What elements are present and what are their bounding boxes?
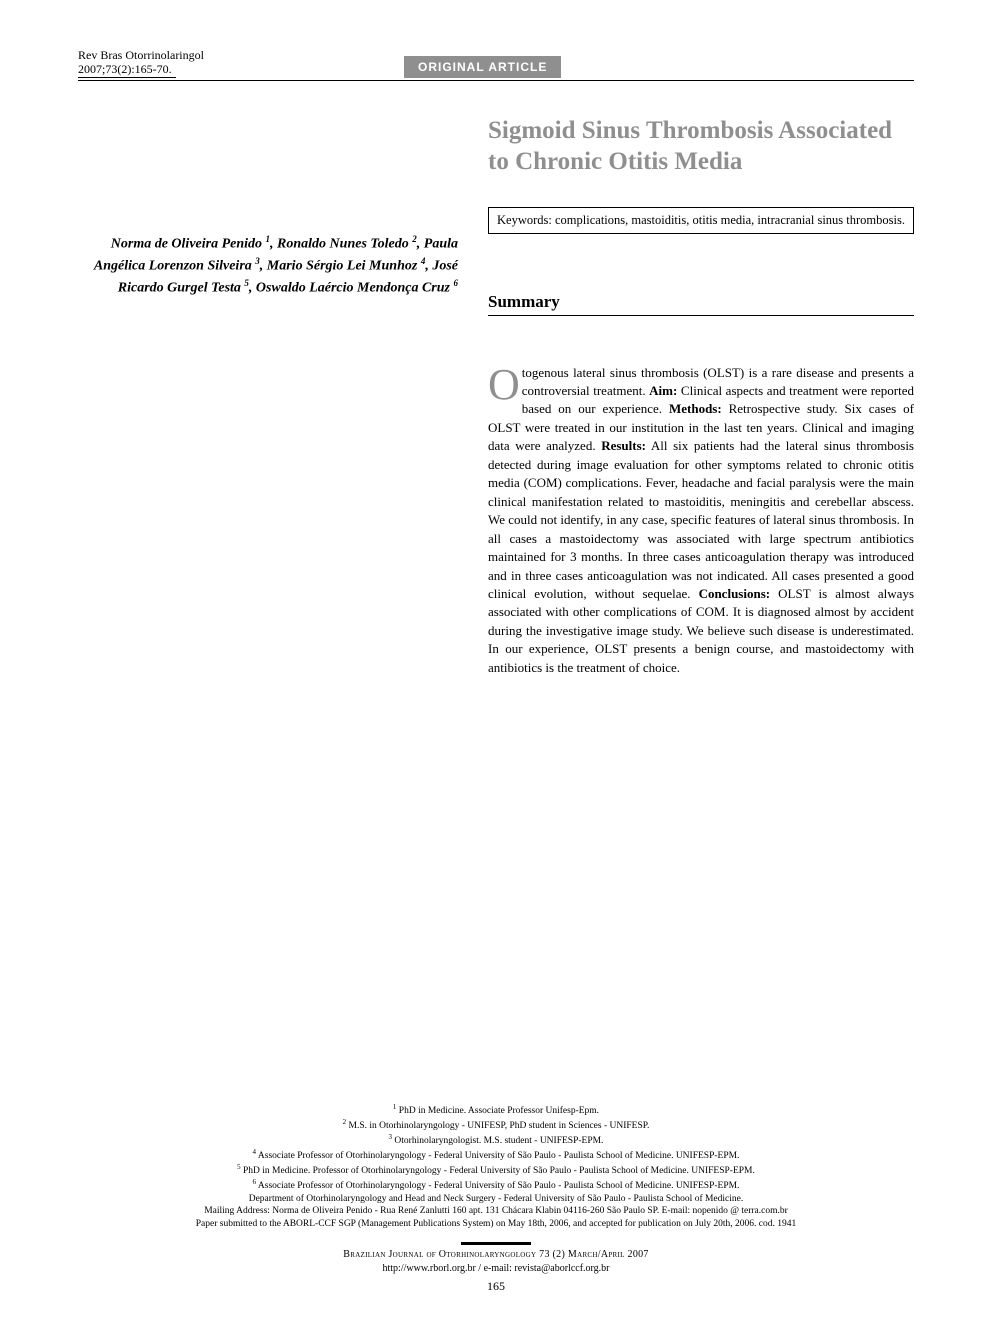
summary-heading: Summary bbox=[488, 292, 914, 316]
journal-citation: Rev Bras Otorrinolaringol 2007;73(2):165… bbox=[78, 48, 204, 78]
page-number: 165 bbox=[78, 1278, 914, 1295]
affiliation-line: Paper submitted to the ABORL-CCF SGP (Ma… bbox=[78, 1218, 914, 1231]
affiliation-line: 2 M.S. in Otorhinolaryngology - UNIFESP,… bbox=[78, 1118, 914, 1133]
footer-journal-line: Brazilian Journal of Otorhinolaryngology… bbox=[78, 1248, 914, 1262]
affiliation-line: 1 PhD in Medicine. Associate Professor U… bbox=[78, 1103, 914, 1118]
affiliation-line: Mailing Address: Norma de Oliveira Penid… bbox=[78, 1205, 914, 1218]
journal-issue: 2007;73(2):165-70. bbox=[78, 62, 176, 77]
affiliation-line: 4 Associate Professor of Otorhinolaryngo… bbox=[78, 1148, 914, 1163]
dropcap-letter: O bbox=[488, 364, 522, 401]
footer-url-line: http://www.rborl.org.br / e-mail: revist… bbox=[78, 1262, 914, 1276]
page-footer: Brazilian Journal of Otorhinolaryngology… bbox=[78, 1248, 914, 1295]
affiliation-line: Department of Otorhinolaryngology and He… bbox=[78, 1193, 914, 1206]
affiliation-line: 6 Associate Professor of Otorhinolaryngo… bbox=[78, 1178, 914, 1193]
article-type-badge: ORIGINAL ARTICLE bbox=[404, 56, 561, 78]
keywords-box: Keywords: complications, mastoiditis, ot… bbox=[488, 207, 914, 233]
page-header: Rev Bras Otorrinolaringol 2007;73(2):165… bbox=[78, 48, 914, 81]
footer-separator bbox=[461, 1242, 531, 1245]
affiliation-line: 3 Otorhinolaryngologist. M.S. student - … bbox=[78, 1133, 914, 1148]
affiliations-block: 1 PhD in Medicine. Associate Professor U… bbox=[78, 1103, 914, 1231]
affiliation-line: 5 PhD in Medicine. Professor of Otorhino… bbox=[78, 1163, 914, 1178]
summary-text: togenous lateral sinus thrombosis (OLST)… bbox=[488, 365, 914, 675]
article-title: Sigmoid Sinus Thrombosis Associated to C… bbox=[488, 115, 914, 178]
journal-name: Rev Bras Otorrinolaringol bbox=[78, 48, 204, 62]
left-column: Norma de Oliveira Penido 1, Ronaldo Nune… bbox=[78, 115, 458, 677]
right-column: Sigmoid Sinus Thrombosis Associated to C… bbox=[488, 115, 914, 677]
summary-body: Otogenous lateral sinus thrombosis (OLST… bbox=[488, 364, 914, 678]
authors-list: Norma de Oliveira Penido 1, Ronaldo Nune… bbox=[78, 233, 458, 299]
main-columns: Norma de Oliveira Penido 1, Ronaldo Nune… bbox=[78, 115, 914, 677]
